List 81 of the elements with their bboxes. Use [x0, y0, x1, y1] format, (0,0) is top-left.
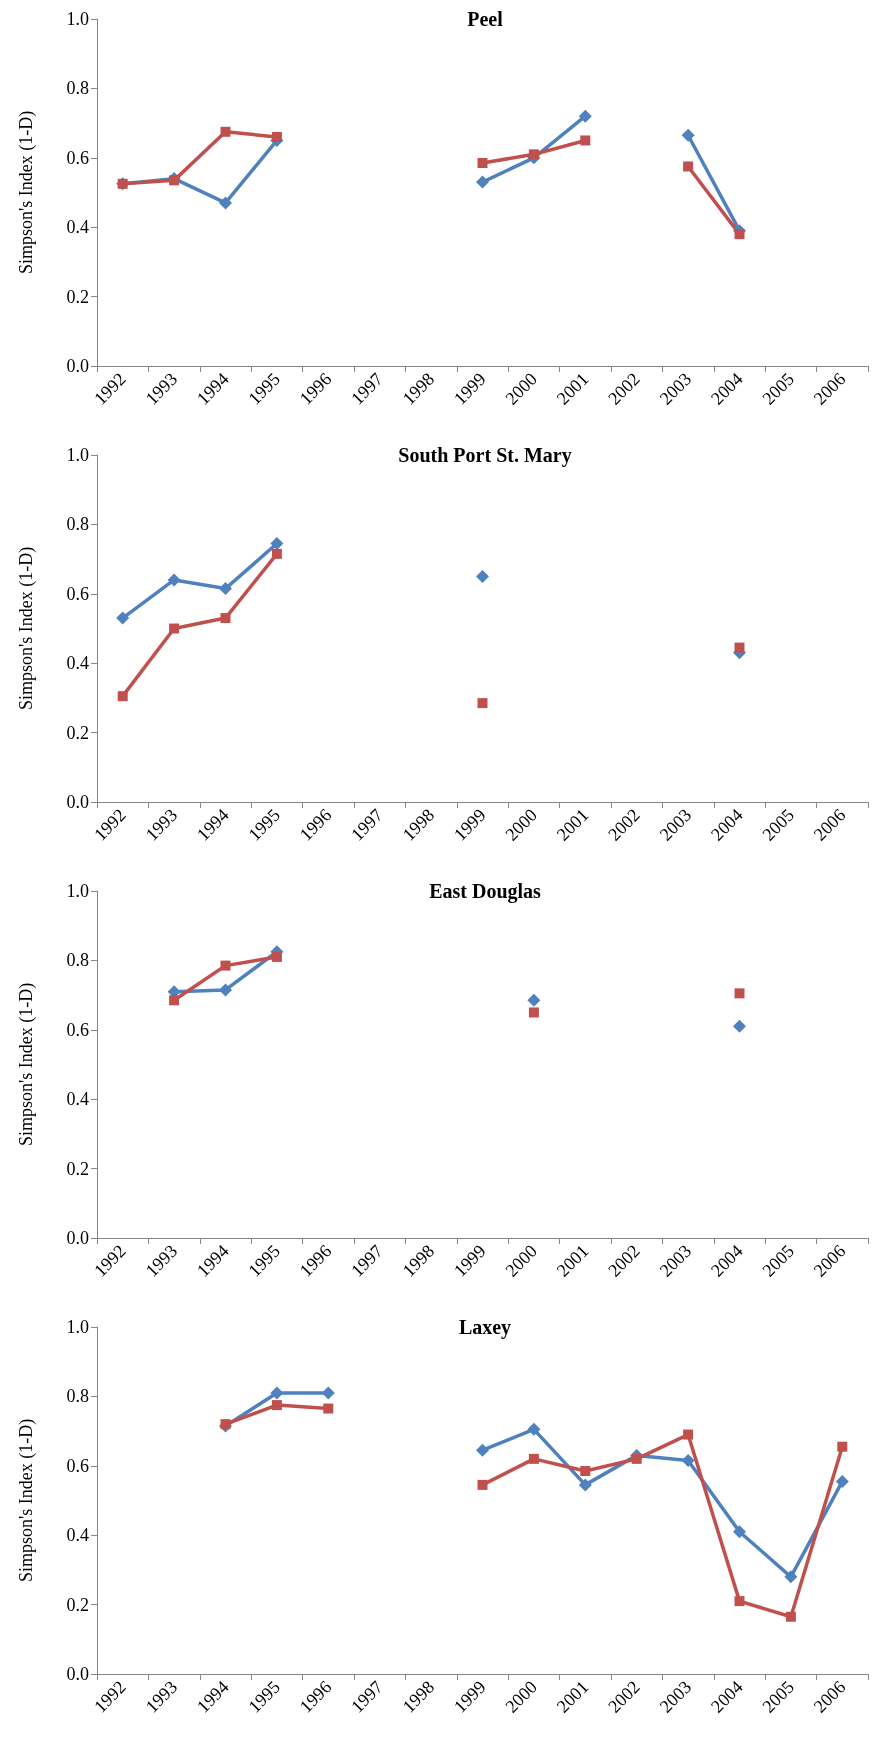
- y-tick-label: 0.4: [66, 1525, 89, 1546]
- point: [631, 1453, 642, 1464]
- y-tick-label: 0.2: [66, 1158, 89, 1179]
- point: [734, 988, 745, 999]
- point: [169, 623, 180, 634]
- point: [476, 569, 489, 583]
- y-tick-label: 1.0: [66, 881, 89, 901]
- point: [837, 1441, 848, 1452]
- y-tick-label: 0.2: [66, 1594, 89, 1615]
- point: [220, 613, 231, 624]
- point: [476, 175, 489, 189]
- point: [578, 109, 592, 123]
- y-tick-label: 1.0: [66, 445, 89, 465]
- point: [477, 1479, 488, 1490]
- point: [734, 229, 745, 240]
- point: [169, 995, 180, 1006]
- y-tick-label: 0.8: [66, 950, 89, 971]
- point: [167, 573, 181, 587]
- point: [580, 1466, 591, 1477]
- chart-title: Laxey: [458, 1316, 512, 1339]
- point: [270, 536, 284, 550]
- y-tick-label: 0.0: [66, 1664, 89, 1684]
- y-tick-label: 1.0: [66, 9, 89, 29]
- point: [219, 983, 232, 997]
- point: [270, 1386, 284, 1400]
- y-tick-label: 0.6: [66, 1019, 89, 1040]
- point: [219, 582, 232, 596]
- point: [117, 691, 128, 702]
- chart-title: South Port St. Mary: [398, 444, 572, 467]
- point: [734, 1596, 745, 1607]
- y-tick-label: 0.4: [66, 217, 89, 238]
- point: [681, 128, 695, 142]
- y-tick-label: 0.4: [66, 653, 89, 674]
- point: [219, 196, 232, 210]
- y-tick-label: 0.4: [66, 1089, 89, 1110]
- point: [683, 1429, 694, 1440]
- point: [116, 611, 130, 625]
- point: [578, 1478, 592, 1492]
- point: [580, 135, 591, 146]
- y-tick-label: 0.0: [66, 1228, 89, 1248]
- y-axis-title: Simpson's Index (1-D): [16, 546, 37, 711]
- point: [527, 993, 541, 1007]
- point: [323, 1403, 334, 1414]
- point: [528, 1453, 539, 1464]
- y-tick-label: 1.0: [66, 1317, 89, 1337]
- y-tick-label: 0.2: [66, 722, 89, 743]
- y-tick-label: 0.6: [66, 1455, 89, 1476]
- point: [527, 1422, 541, 1436]
- y-axis-title: Simpson's Index (1-D): [16, 110, 37, 275]
- y-tick-label: 0.8: [66, 1386, 89, 1407]
- point: [528, 149, 539, 160]
- y-tick-label: 0.2: [66, 286, 89, 307]
- point: [528, 1007, 539, 1018]
- chart-title: Peel: [467, 8, 504, 30]
- point: [271, 131, 282, 142]
- point: [321, 1386, 335, 1400]
- point: [683, 161, 694, 172]
- point: [733, 1525, 746, 1539]
- chart-title: East Douglas: [429, 880, 542, 903]
- y-tick-label: 0.8: [66, 514, 89, 535]
- point: [271, 548, 282, 559]
- y-tick-label: 0.0: [66, 356, 89, 376]
- point: [784, 1570, 798, 1584]
- y-tick-label: 0.6: [66, 583, 89, 604]
- point: [785, 1611, 796, 1622]
- y-tick-label: 0.6: [66, 147, 89, 168]
- point: [733, 1019, 746, 1033]
- point: [835, 1474, 849, 1488]
- point: [477, 698, 488, 709]
- y-tick-label: 0.8: [66, 78, 89, 99]
- y-tick-label: 0.0: [66, 792, 89, 812]
- point: [476, 1443, 489, 1457]
- point: [734, 642, 745, 653]
- point: [681, 1454, 695, 1468]
- point: [271, 951, 282, 962]
- point: [271, 1400, 282, 1411]
- y-axis-title: Simpson's Index (1-D): [16, 982, 37, 1147]
- point: [220, 126, 231, 137]
- y-axis-title: Simpson's Index (1-D): [16, 1418, 37, 1583]
- point: [220, 960, 231, 971]
- point: [477, 158, 488, 169]
